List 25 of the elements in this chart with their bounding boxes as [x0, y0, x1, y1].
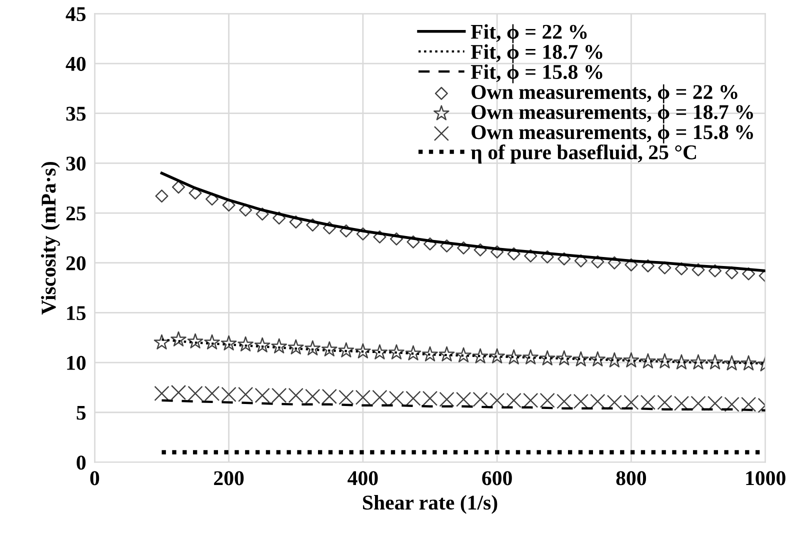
y-tick-label: 40 — [66, 56, 86, 71]
legend-label: Own measurements, ϕ = 22 % — [472, 84, 738, 104]
y-tick-label: 10 — [67, 356, 86, 370]
y-tick-label: 30 — [66, 156, 86, 171]
x-tick-label: 0 — [90, 471, 100, 486]
x-axis-title: Shear rate (1/s) — [363, 494, 498, 514]
y-tick-label: 15 — [67, 306, 86, 320]
x-tick-label: 800 — [616, 471, 646, 486]
x-tick-label: 600 — [482, 471, 512, 486]
legend-label: Fit, ϕ = 22 % — [470, 24, 587, 44]
y-axis-title: Viscosity (mPa·s) — [41, 162, 60, 315]
y-tick-label: 20 — [66, 256, 86, 270]
y-tick-label: 25 — [66, 206, 86, 220]
y-tick-label: 5 — [76, 406, 86, 420]
legend-label: Own measurements, ϕ = 18.7 % — [472, 104, 753, 124]
x-tick-label: 400 — [348, 471, 378, 486]
legend-label: Fit, ϕ = 18.7 % — [470, 44, 602, 64]
x-tick-label: 1000 — [746, 471, 786, 486]
legend-label: η of pure basefluid, 25 °C — [470, 144, 696, 164]
y-tick-label: 0 — [76, 456, 86, 470]
legend-label: Own measurements, ϕ = 15.8 % — [472, 124, 753, 144]
y-tick-label: 35 — [66, 106, 86, 121]
y-tick-label: 45 — [66, 7, 86, 22]
legend-label: Fit, ϕ = 15.8 % — [470, 64, 602, 84]
x-tick-label: 200 — [214, 471, 244, 486]
